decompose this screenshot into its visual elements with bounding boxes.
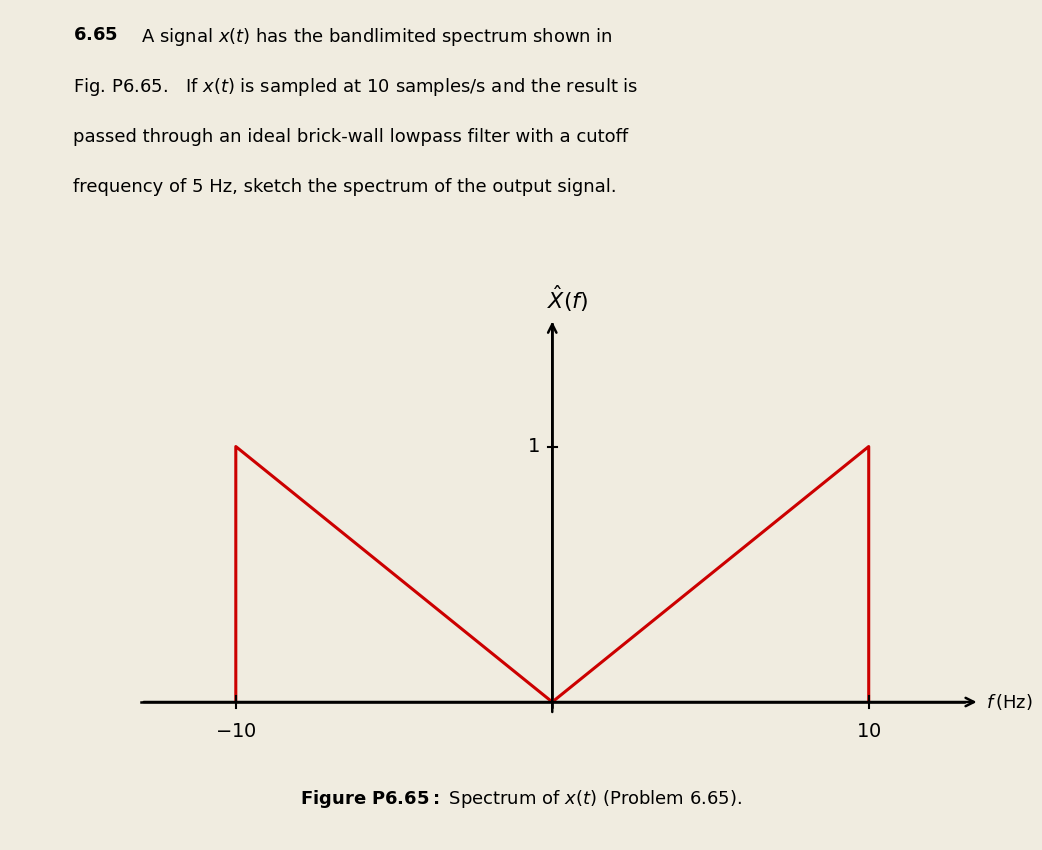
Text: passed through an ideal brick-wall lowpass filter with a cutoff: passed through an ideal brick-wall lowpa… (73, 128, 628, 145)
Text: $\mathbf{6.65}$: $\mathbf{6.65}$ (73, 26, 118, 43)
Text: $-10$: $-10$ (215, 722, 256, 741)
Text: Fig. P6.65.   If $x(t)$ is sampled at 10 samples/s and the result is: Fig. P6.65. If $x(t)$ is sampled at 10 s… (73, 76, 639, 99)
Text: $\mathbf{Figure\ P6.65:}$ Spectrum of $x(t)$ (Problem 6.65).: $\mathbf{Figure\ P6.65:}$ Spectrum of $x… (300, 788, 742, 810)
Text: $f\,(\mathrm{Hz})$: $f\,(\mathrm{Hz})$ (986, 692, 1033, 712)
Text: A signal $x(t)$ has the bandlimited spectrum shown in: A signal $x(t)$ has the bandlimited spec… (141, 26, 613, 48)
Text: $1$: $1$ (527, 437, 540, 456)
Text: $10$: $10$ (857, 722, 882, 741)
Text: frequency of 5 Hz, sketch the spectrum of the output signal.: frequency of 5 Hz, sketch the spectrum o… (73, 178, 617, 196)
Text: $\hat{X}(f)$: $\hat{X}(f)$ (547, 283, 589, 314)
